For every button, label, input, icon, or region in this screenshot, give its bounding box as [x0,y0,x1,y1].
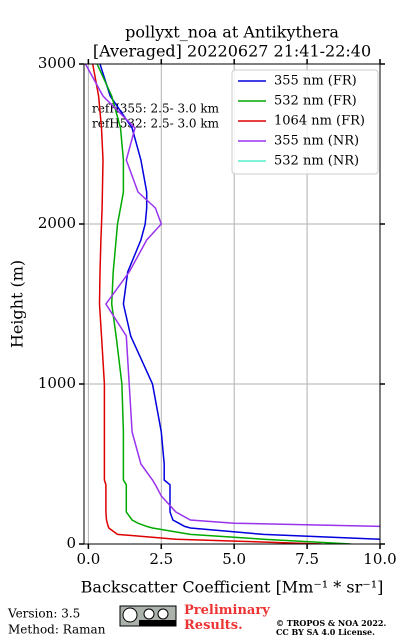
x-tick-label: 10.0 [363,550,396,568]
legend-label: 355 nm (FR) [274,74,357,89]
legend-label: 1064 nm (FR) [274,114,365,129]
y-tick-label: 3000 [38,54,76,72]
legend-label: 532 nm (NR) [274,154,359,169]
status: Preliminary Results. [184,603,270,633]
profile-line [99,64,380,540]
x-tick-label: 0.0 [76,550,100,568]
version: Version: 3.5 [7,607,80,621]
cc-badge [119,605,177,627]
plot-lines [84,64,380,544]
legend-label: 355 nm (NR) [274,134,359,149]
chart-title: pollyxt_noa at Antikythera [125,23,339,42]
x-tick-label: 7.5 [295,550,319,568]
y-tick-label: 2000 [38,214,76,232]
annotation: refH355: 2.5- 3.0 km [92,102,220,116]
y-tick-label: 0 [66,534,76,552]
legend-label: 532 nm (FR) [274,94,357,109]
profile-line [84,64,380,528]
x-tick-label: 2.5 [149,550,173,568]
method: Method: Raman [8,623,106,637]
y-axis-label: Height (m) [8,260,27,348]
annotation: refH532: 2.5- 3.0 km [92,117,220,131]
legend-box [231,69,379,175]
license: CC BY SA 4.0 License. [276,627,375,637]
legend: 355 nm (FR) 532 nm (FR) 1064 nm (FR) 355 nm… [231,69,379,175]
copyright: © TROPOS & NOA 2022. [276,618,386,628]
x-tick-label: 5.0 [222,550,246,568]
profile-line [96,64,351,544]
x-axis-label: Backscatter Coefficient [Mm⁻¹ * sr⁻¹] [81,578,384,597]
profile-line [91,64,322,544]
chart-subtitle: [Averaged] 20220627 21:41-22:40 [93,42,371,61]
y-tick-label: 1000 [38,374,76,392]
plot-frame [83,63,381,545]
